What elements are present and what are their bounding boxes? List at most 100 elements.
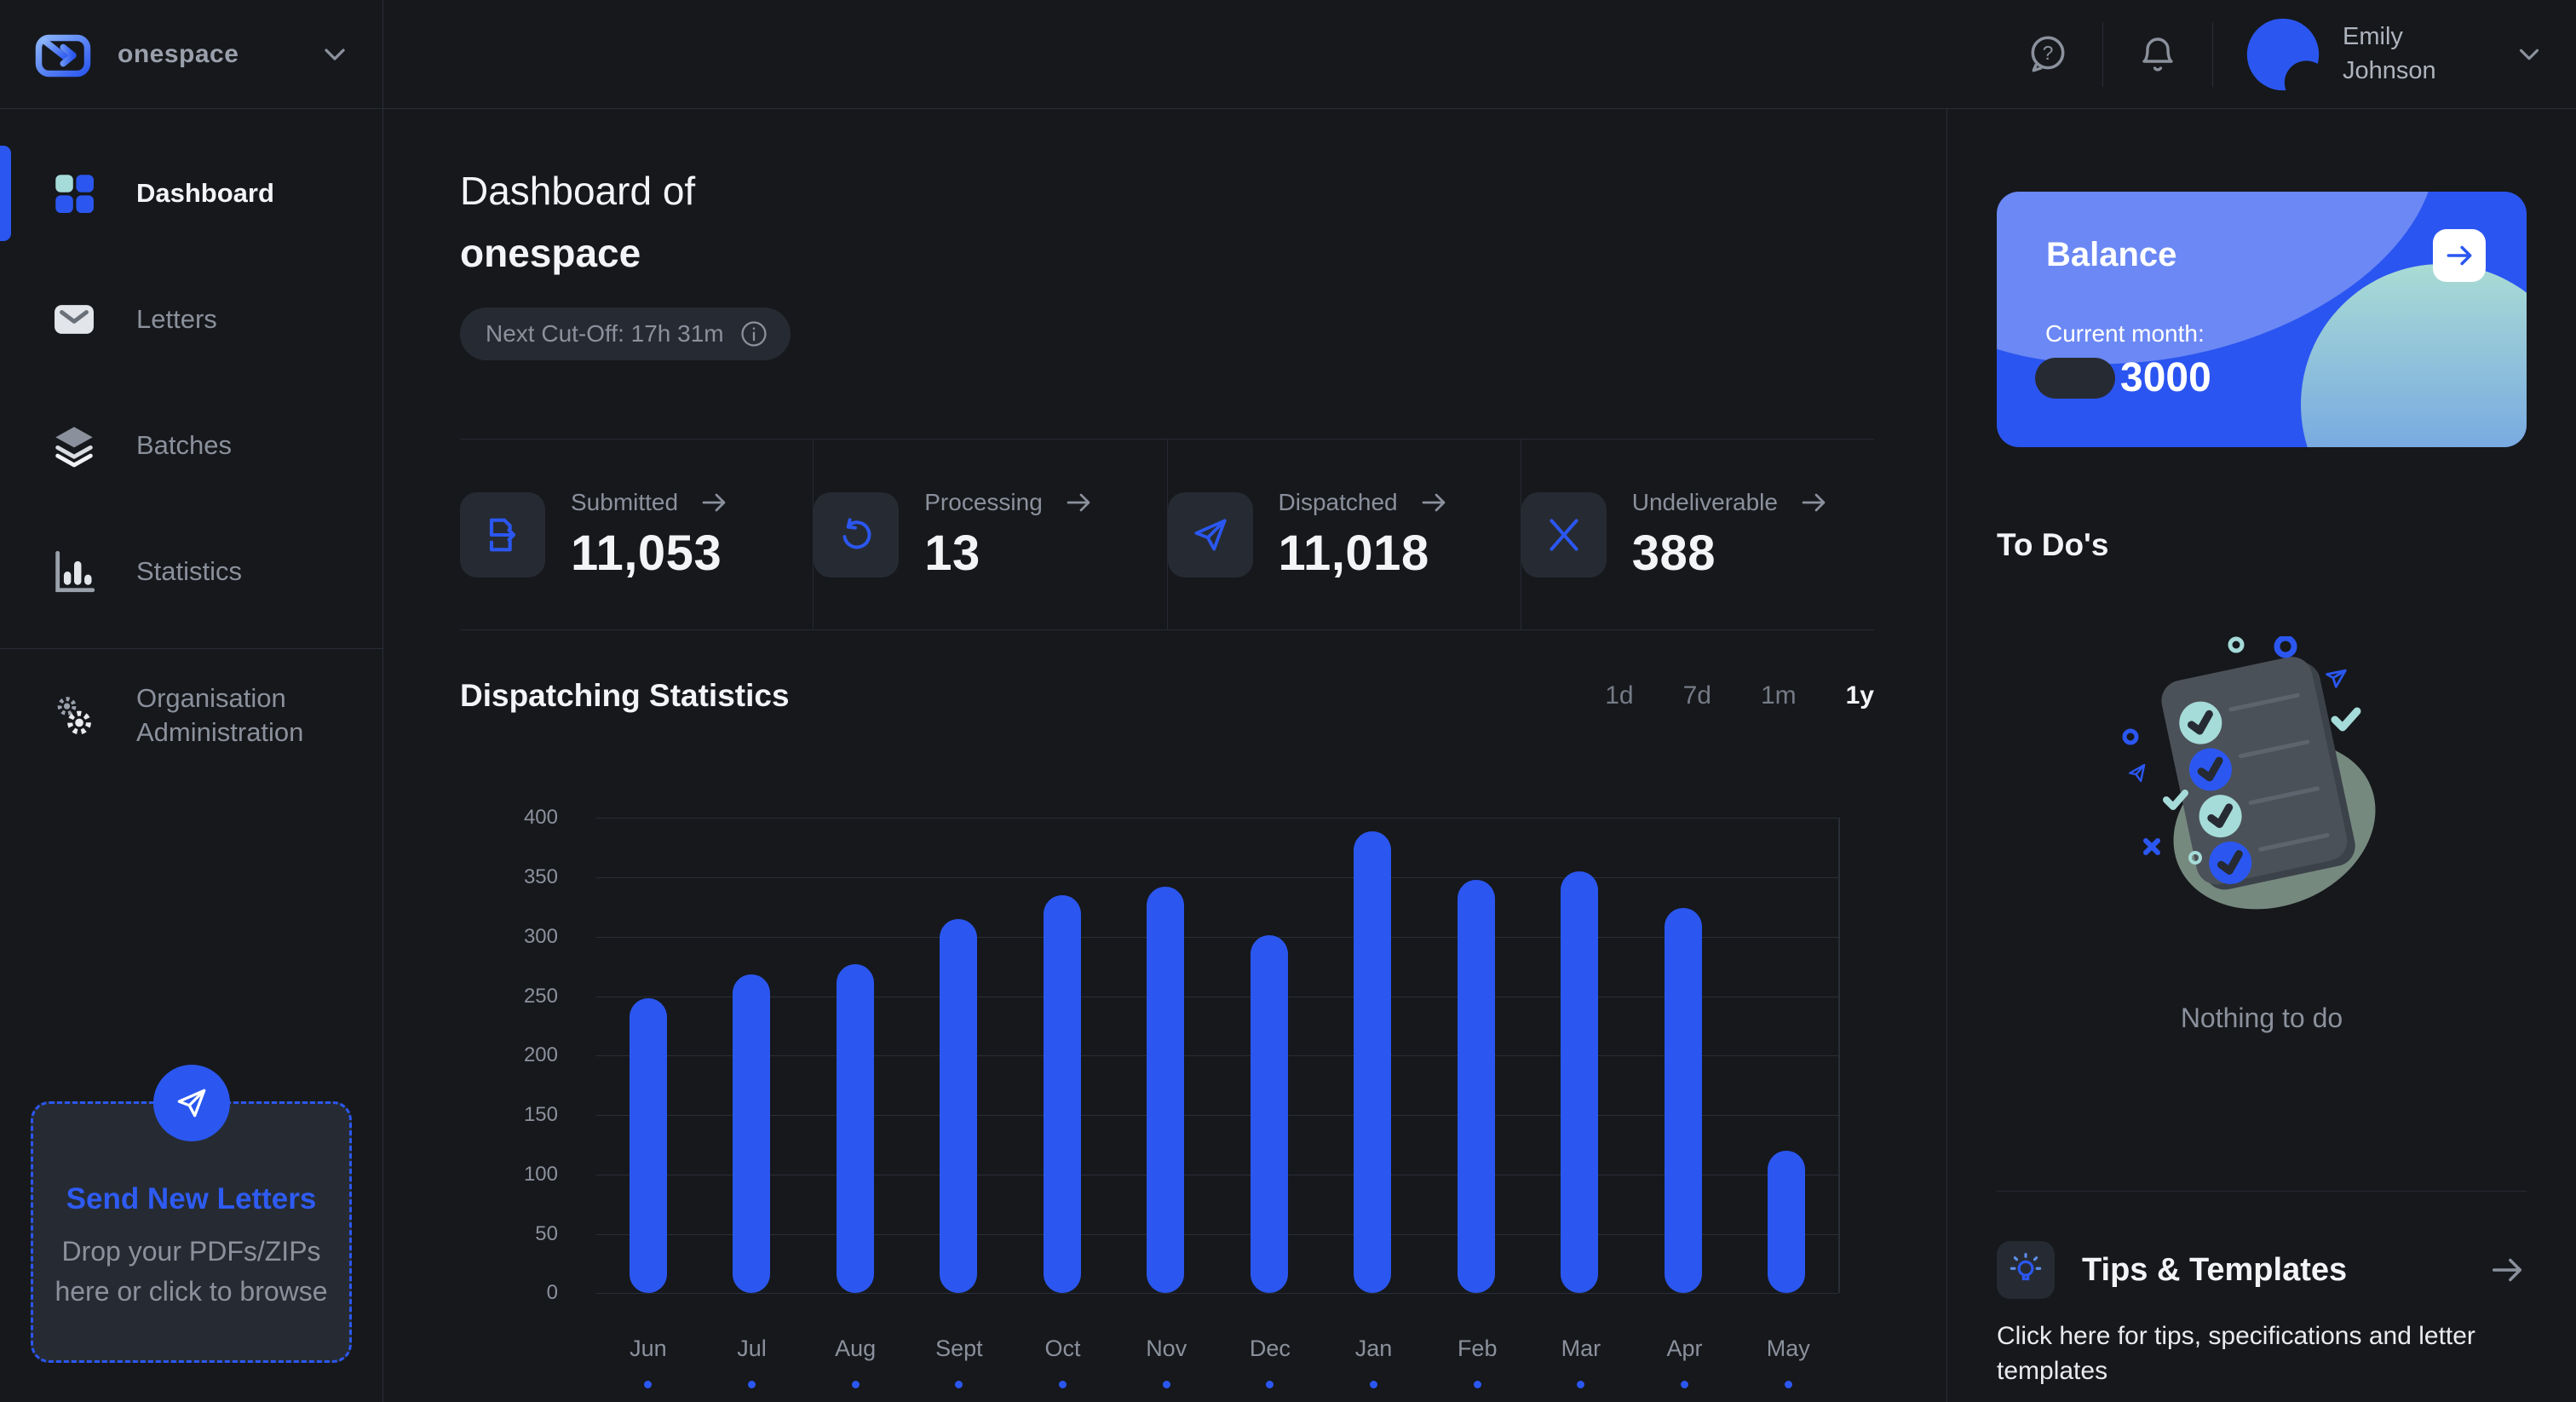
- brand[interactable]: onespace: [0, 0, 383, 108]
- refresh-icon: [814, 491, 900, 577]
- help-icon[interactable]: ?: [2026, 32, 2070, 77]
- sidebar-item-dashboard[interactable]: Dashboard: [0, 130, 382, 256]
- paper-plane-icon: [1167, 491, 1253, 577]
- upload-dropzone[interactable]: Send New Letters Drop your PDFs/ZIPs her…: [31, 1065, 352, 1363]
- chart-bar[interactable]: [1354, 830, 1392, 1294]
- notifications-icon[interactable]: [2136, 32, 2180, 77]
- chart-bar[interactable]: [836, 963, 874, 1294]
- range-7d[interactable]: 7d: [1682, 681, 1711, 710]
- section-divider: [1997, 1191, 2527, 1192]
- chart-bars: [596, 818, 1838, 1294]
- category-dot: [1370, 1381, 1378, 1389]
- brand-name: onespace: [118, 39, 239, 68]
- stat-processing: Processing 13: [814, 440, 1166, 629]
- checklist-clipboard-illustration: [2117, 636, 2406, 917]
- stat-label: Dispatched: [1278, 489, 1398, 516]
- cutoff-badge-text: Next Cut-Off: 17h 31m: [486, 320, 724, 348]
- bar-slot: [1321, 818, 1425, 1294]
- info-icon[interactable]: [739, 319, 768, 348]
- bar-slot: [1114, 818, 1218, 1294]
- sidebar-item-label: Statistics: [136, 555, 243, 586]
- user-name: Emily Johnson: [2343, 23, 2436, 84]
- chart-bar[interactable]: [1147, 887, 1185, 1294]
- arrow-right-icon[interactable]: [1063, 487, 1094, 518]
- chart-bar[interactable]: [1664, 908, 1702, 1294]
- section-divider: [460, 629, 1874, 631]
- chart-bar[interactable]: [1043, 895, 1081, 1294]
- chart-bar[interactable]: [733, 974, 771, 1294]
- bar-slot: [596, 818, 700, 1294]
- arrow-right-icon[interactable]: [1798, 487, 1829, 518]
- chart-bar[interactable]: [1457, 879, 1495, 1294]
- balance-title: Balance: [2046, 236, 2177, 273]
- sidebar-item-batches[interactable]: Batches: [0, 382, 382, 509]
- onespace-logo-icon: [32, 24, 94, 85]
- sidebar-item-statistics[interactable]: Statistics: [0, 509, 382, 635]
- main-content: Dashboard of onespace Next Cut-Off: 17h …: [383, 109, 1946, 1402]
- category-dot: [1266, 1381, 1274, 1389]
- sidebar-item-organisation-administration[interactable]: Organisation Administration: [0, 659, 382, 772]
- stat-value: 11,053: [571, 526, 722, 582]
- bar-slot: [1424, 818, 1528, 1294]
- category-dot: [1162, 1381, 1170, 1389]
- bar-slot: [700, 818, 804, 1294]
- bar-slot: [1217, 818, 1321, 1294]
- todos-title: To Do's: [1997, 527, 2109, 562]
- gridline: [596, 1115, 1838, 1117]
- category-label: Sept: [907, 1336, 1011, 1389]
- chart-bar[interactable]: [1250, 935, 1288, 1294]
- chart-y-axis: 400 350 300 250 200 150 100 50 0: [460, 806, 596, 1304]
- sidebar-item-label: Letters: [136, 303, 217, 334]
- current-month-label: Current month:: [2045, 320, 2205, 347]
- stat-separator: [1166, 440, 1168, 630]
- sidebar-item-label: Batches: [136, 429, 233, 460]
- chart-header: Dispatching Statistics 1d 7d 1m 1y: [460, 678, 1874, 714]
- range-1y[interactable]: 1y: [1845, 681, 1874, 710]
- y-tick-label: 400: [523, 806, 558, 830]
- avatar: [2245, 17, 2320, 92]
- category-dot: [1784, 1381, 1792, 1389]
- range-1m[interactable]: 1m: [1760, 681, 1797, 710]
- stat-undeliverable: Undeliverable 388: [1521, 440, 1874, 629]
- page-title: Dashboard of onespace: [460, 160, 1874, 284]
- chart-bar[interactable]: [1768, 1150, 1806, 1294]
- sidebar-divider: [0, 648, 382, 649]
- category-label: Jul: [700, 1336, 804, 1389]
- gridline: [596, 818, 1838, 819]
- arrow-right-icon[interactable]: [699, 487, 729, 518]
- gridline: [596, 1055, 1838, 1057]
- y-tick-label: 150: [523, 1103, 558, 1127]
- topbar-actions: ? Emily Johnson: [2026, 0, 2576, 108]
- arrow-right-icon[interactable]: [2487, 1250, 2527, 1290]
- chart-bar[interactable]: [1561, 871, 1599, 1294]
- sidebar-item-letters[interactable]: Letters: [0, 256, 382, 382]
- arrow-right-icon[interactable]: [1418, 487, 1449, 518]
- range-1d[interactable]: 1d: [1605, 681, 1634, 710]
- y-tick-label: 100: [523, 1162, 558, 1186]
- chart-bar[interactable]: [629, 998, 667, 1294]
- chevron-down-icon[interactable]: [2513, 38, 2545, 71]
- category-label: Jun: [596, 1336, 700, 1389]
- balance-arrow-button[interactable]: [2433, 229, 2486, 282]
- chart-bar[interactable]: [940, 918, 978, 1294]
- paper-plane-icon: [152, 1065, 230, 1142]
- sidebar-item-label: Organisation Administration: [136, 682, 304, 747]
- svg-text:?: ?: [2043, 42, 2054, 64]
- stat-value: 388: [1631, 526, 1716, 582]
- bar-chart-icon: [49, 547, 99, 596]
- section-divider: [460, 439, 1874, 440]
- page-title-org: onespace: [460, 230, 641, 275]
- y-tick-label: 250: [523, 984, 558, 1008]
- y-tick-label: 200: [523, 1043, 558, 1067]
- balance-card[interactable]: Balance Current month: 3000: [1997, 192, 2527, 447]
- category-dot: [955, 1381, 963, 1389]
- gridline: [596, 1293, 1838, 1295]
- stat-label: Undeliverable: [1631, 489, 1778, 516]
- balance-pill: [2035, 357, 2115, 399]
- user-menu[interactable]: Emily Johnson: [2245, 17, 2545, 92]
- chevron-down-icon[interactable]: [318, 37, 352, 72]
- tips-templates-link[interactable]: Tips & Templates: [1997, 1241, 2527, 1299]
- category-label: Dec: [1218, 1336, 1322, 1389]
- category-dot: [1059, 1381, 1067, 1389]
- category-dot: [1681, 1381, 1689, 1389]
